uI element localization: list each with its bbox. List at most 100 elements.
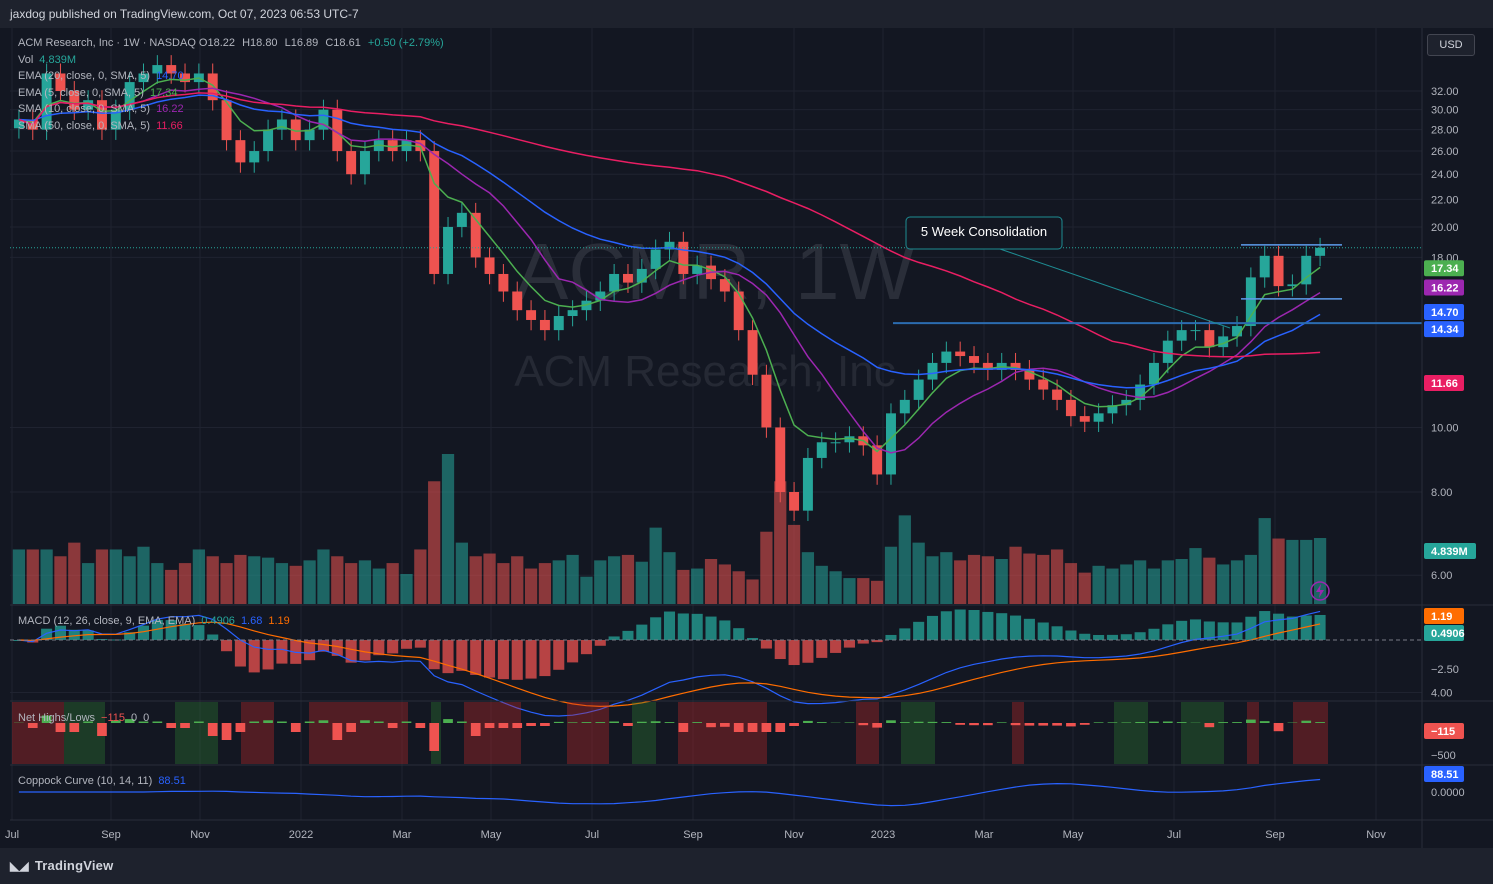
volume-bar [151, 563, 164, 604]
nhnl-bar [1107, 722, 1118, 723]
volume-bar [787, 524, 801, 604]
candle-body [1010, 362, 1021, 370]
volume-bar [95, 549, 109, 604]
volume-bar [1300, 539, 1313, 604]
candle-body [844, 436, 855, 443]
volume-bar [1023, 553, 1036, 604]
nhnl-bar [1176, 722, 1187, 723]
time-tick-label: May [1063, 829, 1084, 841]
replay-icon[interactable] [1310, 581, 1330, 601]
candle-body [830, 442, 841, 444]
volume-bar [1078, 572, 1091, 604]
macd-histogram-bar [1093, 634, 1105, 640]
volume-bar [455, 542, 468, 604]
volume-bar [345, 563, 358, 604]
price-chart[interactable]: ACMR, 1W ACM Research, Inc 5 Week Consol… [0, 28, 1493, 848]
macd-histogram-bar [1300, 615, 1312, 640]
price-tick-label: 8.00 [1431, 487, 1452, 499]
tradingview-logo[interactable]: ◣◢ TradingView [10, 858, 113, 873]
nhnl-zone [1247, 702, 1259, 764]
annotation[interactable]: 5 Week Consolidation [905, 216, 1231, 329]
macd-histogram-bar [996, 613, 1008, 640]
macd-histogram-bar [345, 640, 357, 663]
volume-bar [538, 563, 552, 604]
nhnl-bar [55, 723, 66, 732]
tradingview-logo-icon: ◣◢ [10, 859, 29, 873]
macd-histogram-bar [511, 640, 523, 680]
currency-button[interactable]: USD [1427, 34, 1475, 56]
chart-background [0, 28, 1493, 848]
nhnl-zone [567, 702, 609, 764]
volume-bar [248, 556, 261, 604]
nhnl-bar [1232, 722, 1242, 723]
watermark-name: ACM Research, Inc [514, 347, 895, 396]
annotation-text: 5 Week Consolidation [921, 224, 1047, 239]
macd-histogram-bar [1079, 633, 1091, 640]
price-badge-label: 17.34 [1431, 263, 1459, 275]
volume-bar [981, 556, 994, 604]
volume-bar [524, 568, 538, 604]
candle-body [1176, 330, 1187, 341]
candle-body [1024, 369, 1035, 380]
candle-body [885, 413, 896, 475]
macd-histogram-bar [553, 640, 565, 670]
volume-bar [594, 560, 607, 604]
volume-bar [829, 571, 842, 604]
macd-histogram-bar [68, 629, 80, 640]
macd-histogram-bar [774, 640, 786, 660]
price-badge-label: 16.22 [1431, 283, 1459, 295]
price-tick-label: 10.00 [1431, 422, 1459, 434]
volume-bar [1217, 564, 1230, 604]
volume-bar [746, 579, 759, 604]
nhnl-bar [69, 723, 80, 732]
macd-histogram-bar [179, 624, 191, 640]
macd-histogram-bar [1176, 620, 1188, 640]
macd-histogram-bar [982, 611, 994, 640]
price-badge [1424, 766, 1464, 782]
candle-body [789, 492, 800, 511]
candle-body [1218, 336, 1229, 348]
volume-bar [663, 552, 676, 604]
macd-histogram-bar [1120, 634, 1132, 640]
macd-histogram-bar [940, 611, 952, 640]
macd-histogram-bar [650, 617, 662, 640]
price-badge [1424, 304, 1464, 321]
nhnl-bar [913, 721, 924, 723]
candle-body [332, 109, 343, 152]
macd-histogram-bar [484, 640, 496, 678]
nhnl-bar [332, 723, 343, 740]
candle-body [1052, 389, 1063, 400]
price-tick-label: 28.00 [1431, 125, 1459, 137]
macd-histogram-bar [830, 640, 842, 653]
time-axis[interactable]: Jul Sep Nov 2022 Mar May Jul Sep Nov 2023 Mar May Ju… [5, 829, 1386, 841]
candle-body [96, 100, 107, 130]
candle-body [982, 362, 993, 370]
volume-bar [386, 563, 399, 604]
volume-bar [1230, 560, 1244, 604]
macd-signal-line [18, 621, 1321, 708]
time-tick-label: Sep [683, 829, 703, 841]
volume-bar [774, 481, 787, 604]
candle-body [221, 100, 232, 141]
candle-body [1190, 330, 1201, 332]
macd-histogram-bar [705, 616, 717, 640]
time-tick-label: Jul [5, 829, 19, 841]
volume-bar [414, 549, 427, 604]
candle-body [955, 351, 966, 357]
nhnl-zone [1293, 702, 1328, 764]
nhnl-bar [180, 723, 190, 728]
nhnl-bar [1218, 722, 1229, 723]
macd-histogram-bar [373, 640, 385, 656]
nhnl-bar [609, 721, 619, 723]
macd-histogram-bar [137, 625, 150, 640]
nhnl-bar [443, 719, 453, 723]
macd-histogram-bar [221, 640, 233, 652]
candle-body [235, 140, 246, 163]
candle-body [152, 65, 163, 74]
nhnl-bar [290, 723, 301, 732]
nhnl-bar [844, 722, 855, 723]
volume-bar [1120, 564, 1133, 604]
annotation-box[interactable] [905, 216, 1063, 250]
price-badge-label: 0.4906 [1431, 628, 1465, 640]
candle-body [415, 140, 426, 152]
